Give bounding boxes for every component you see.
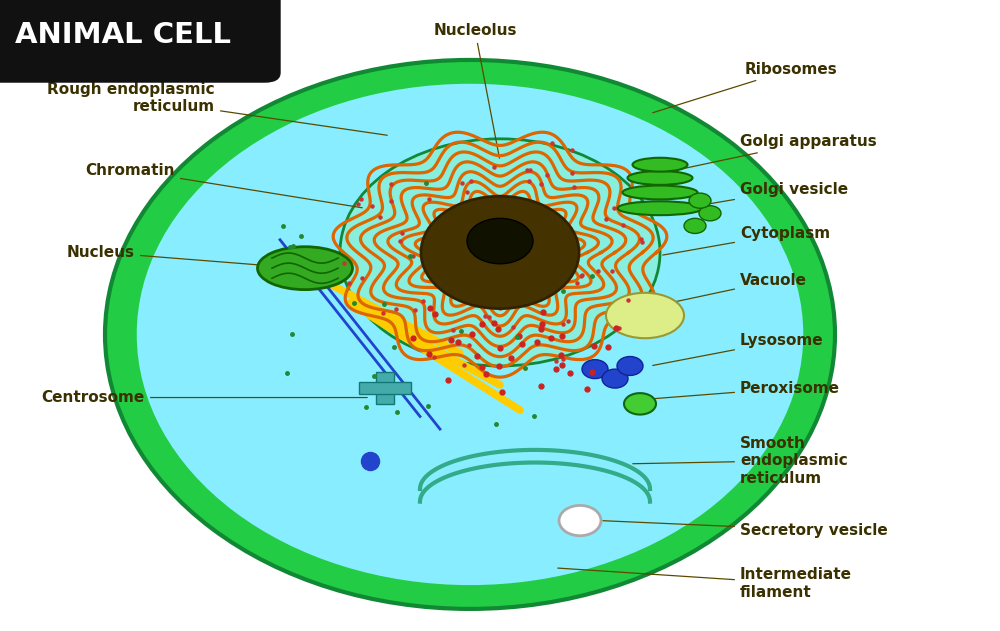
Text: Chromatin: Chromatin bbox=[86, 163, 362, 208]
Ellipse shape bbox=[606, 293, 684, 338]
Ellipse shape bbox=[135, 82, 805, 587]
FancyBboxPatch shape bbox=[0, 0, 280, 82]
Text: Ribosomes: Ribosomes bbox=[653, 62, 838, 113]
Ellipse shape bbox=[105, 60, 835, 609]
Ellipse shape bbox=[689, 193, 711, 208]
Text: Smooth
endoplasmic
reticulum: Smooth endoplasmic reticulum bbox=[633, 436, 848, 485]
Ellipse shape bbox=[617, 357, 643, 375]
Text: Golgi apparatus: Golgi apparatus bbox=[663, 134, 877, 173]
Text: Nucleus: Nucleus bbox=[67, 245, 337, 271]
Ellipse shape bbox=[628, 171, 692, 185]
Ellipse shape bbox=[602, 369, 628, 388]
Ellipse shape bbox=[622, 186, 698, 199]
Text: Secretory vesicle: Secretory vesicle bbox=[603, 521, 888, 538]
Bar bbox=[359, 382, 411, 394]
Ellipse shape bbox=[684, 218, 706, 233]
Ellipse shape bbox=[618, 201, 702, 215]
Ellipse shape bbox=[340, 139, 660, 366]
Text: Intermediate
filament: Intermediate filament bbox=[558, 567, 852, 600]
Ellipse shape bbox=[559, 505, 601, 536]
Text: Peroxisome: Peroxisome bbox=[655, 380, 840, 399]
Text: Centrosome: Centrosome bbox=[42, 390, 367, 405]
Text: Golgi vesicle: Golgi vesicle bbox=[668, 182, 848, 211]
Ellipse shape bbox=[421, 196, 579, 309]
Text: Rough endoplasmic
reticulum: Rough endoplasmic reticulum bbox=[47, 81, 387, 135]
Ellipse shape bbox=[633, 158, 688, 172]
Ellipse shape bbox=[624, 393, 656, 415]
Ellipse shape bbox=[258, 247, 352, 290]
Text: Cytoplasm: Cytoplasm bbox=[663, 226, 830, 255]
Bar bbox=[376, 372, 394, 404]
Text: Lysosome: Lysosome bbox=[653, 333, 824, 365]
Ellipse shape bbox=[467, 218, 533, 264]
Ellipse shape bbox=[582, 360, 608, 379]
Ellipse shape bbox=[699, 206, 721, 221]
Text: Nucleolus: Nucleolus bbox=[433, 23, 517, 158]
Text: Vacuole: Vacuole bbox=[658, 273, 807, 305]
Text: ANIMAL CELL: ANIMAL CELL bbox=[15, 21, 231, 49]
